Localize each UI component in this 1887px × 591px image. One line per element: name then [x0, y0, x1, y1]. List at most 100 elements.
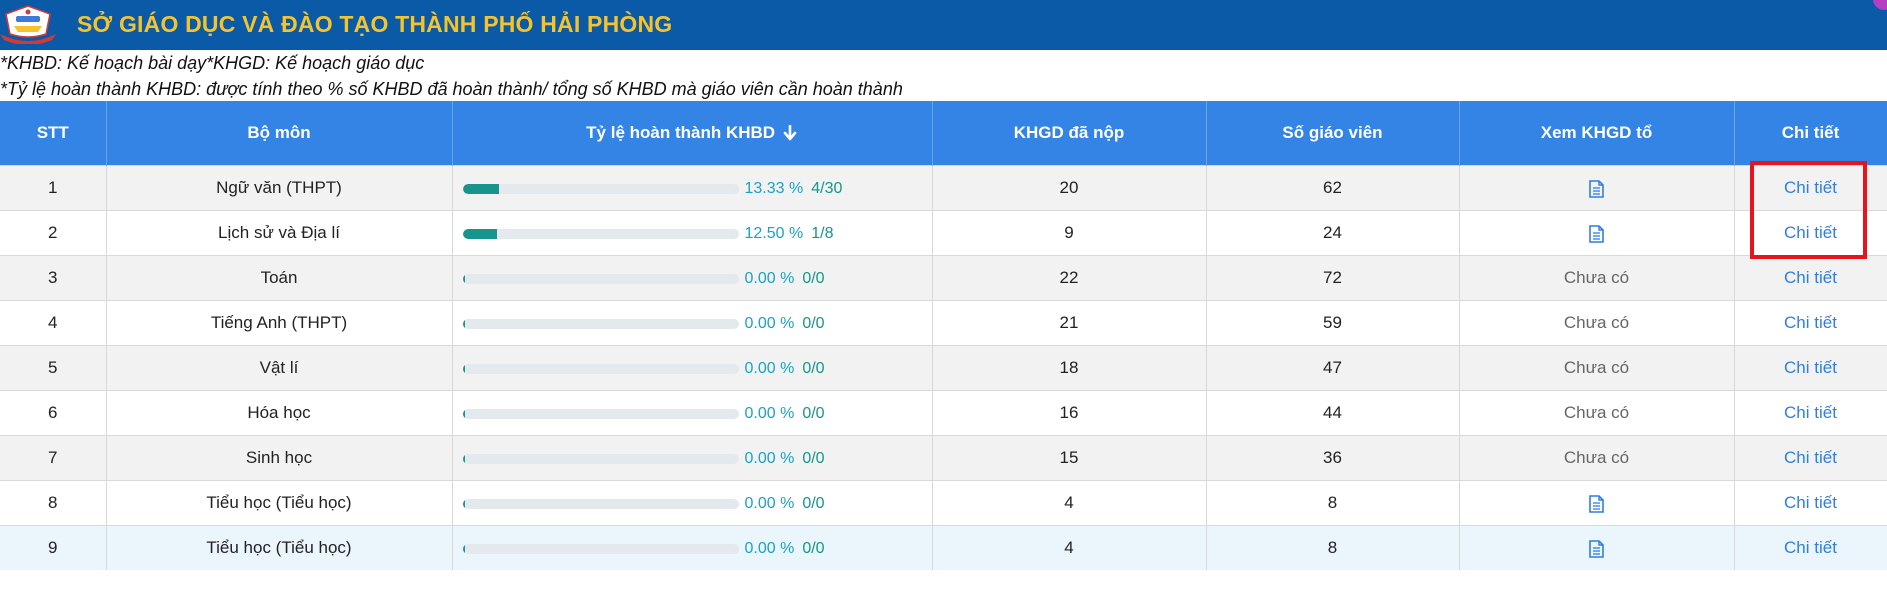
progress-bar-fill [462, 318, 466, 329]
cell-view-khgd: Chưa có [1459, 390, 1735, 436]
progress-bar-fill [462, 273, 466, 284]
cell-khgd-submitted: 20 [932, 165, 1207, 211]
cell-teachers: 47 [1206, 345, 1460, 391]
completion-percent: 0.00 % [744, 269, 795, 287]
progress-bar-fill [462, 228, 497, 239]
table-row: 3 Toán 0.00 % 0/0 22 72 Chưa có Chi tiết [0, 255, 1887, 301]
cell-subject: Ngữ văn (THPT) [106, 165, 453, 211]
cell-subject: Tiểu học (Tiểu học) [106, 480, 453, 526]
column-header-completion-rate[interactable]: Tỷ lệ hoàn thành KHBD [452, 101, 933, 166]
table-row: 6 Hóa học 0.00 % 0/0 16 44 Chưa có Chi tiết [0, 390, 1887, 436]
cell-teachers: 59 [1206, 300, 1460, 346]
document-icon[interactable] [1589, 494, 1604, 513]
cell-subject: Lịch sử và Địa lí [106, 210, 453, 256]
cell-detail: Chi tiết [1734, 345, 1887, 391]
table-row: 2 Lịch sử và Địa lí 12.50 % 1/8 9 24 Chi tiết [0, 210, 1887, 256]
cell-stt: 1 [0, 165, 107, 211]
table-row: 9 Tiểu học (Tiểu học) 0.00 % 0/0 4 8 Chi tiết [0, 525, 1887, 570]
cell-subject: Tiểu học (Tiểu học) [106, 525, 453, 570]
cell-subject: Hóa học [106, 390, 453, 436]
cell-subject: Sinh học [106, 435, 453, 481]
document-icon[interactable] [1589, 179, 1604, 198]
cell-view-khgd: Chưa có [1459, 345, 1735, 391]
view-khgd-empty: Chưa có [1563, 403, 1630, 422]
detail-link[interactable]: Chi tiết [1784, 358, 1837, 377]
cell-completion-rate: 0.00 % 0/0 [452, 300, 933, 346]
cell-view-khgd: Chưa có [1459, 300, 1735, 346]
progress-bar [462, 228, 739, 239]
progress-bar [462, 543, 739, 554]
completion-percent: 12.50 % [744, 224, 804, 242]
detail-link[interactable]: Chi tiết [1784, 313, 1837, 332]
cell-detail: Chi tiết [1734, 210, 1887, 256]
cell-view-khgd [1459, 480, 1735, 526]
page-title: SỞ GIÁO DỤC VÀ ĐÀO TẠO THÀNH PHỐ HẢI PHÒ… [77, 11, 673, 37]
progress-bar [462, 498, 739, 509]
table-row: 5 Vật lí 0.00 % 0/0 18 47 Chưa có Chi tiết [0, 345, 1887, 391]
cell-completion-rate: 12.50 % 1/8 [452, 210, 933, 256]
cell-completion-rate: 13.33 % 4/30 [452, 165, 933, 211]
completion-fraction: 0/0 [802, 359, 825, 377]
completion-fraction: 0/0 [802, 539, 825, 557]
cell-completion-rate: 0.00 % 0/0 [452, 390, 933, 436]
completion-fraction: 0/0 [802, 404, 825, 422]
table-row: 8 Tiểu học (Tiểu học) 0.00 % 0/0 4 8 Chi tiết [0, 480, 1887, 526]
cell-detail: Chi tiết [1734, 165, 1887, 211]
cell-teachers: 44 [1206, 390, 1460, 436]
table-row: 4 Tiếng Anh (THPT) 0.00 % 0/0 21 59 Chưa có Chi… [0, 300, 1887, 346]
table-row: 1 Ngữ văn (THPT) 13.33 % 4/30 20 62 Chi tiết [0, 165, 1887, 211]
cell-subject: Toán [106, 255, 453, 301]
user-avatar-icon[interactable] [1873, 0, 1887, 10]
completion-percent: 0.00 % [744, 539, 795, 557]
cell-detail: Chi tiết [1734, 480, 1887, 526]
cell-teachers: 36 [1206, 435, 1460, 481]
view-khgd-empty: Chưa có [1563, 268, 1630, 287]
progress-bar [462, 453, 739, 464]
cell-view-khgd [1459, 165, 1735, 211]
detail-link[interactable]: Chi tiết [1784, 223, 1837, 242]
cell-subject: Tiếng Anh (THPT) [106, 300, 453, 346]
completion-percent: 0.00 % [744, 449, 795, 467]
detail-link[interactable]: Chi tiết [1784, 448, 1837, 467]
cell-teachers: 62 [1206, 165, 1460, 211]
completion-percent: 0.00 % [744, 494, 795, 512]
cell-stt: 6 [0, 390, 107, 436]
detail-link[interactable]: Chi tiết [1784, 493, 1837, 512]
completion-fraction: 0/0 [802, 269, 825, 287]
detail-link[interactable]: Chi tiết [1784, 538, 1837, 557]
view-khgd-empty: Chưa có [1563, 313, 1630, 332]
cell-stt: 9 [0, 525, 107, 570]
arrow-down-icon[interactable] [782, 125, 798, 141]
cell-detail: Chi tiết [1734, 525, 1887, 570]
cell-completion-rate: 0.00 % 0/0 [452, 480, 933, 526]
school-emblem-icon [0, 5, 56, 44]
progress-bar-fill [462, 183, 500, 194]
cell-teachers: 8 [1206, 480, 1460, 526]
cell-detail: Chi tiết [1734, 390, 1887, 436]
cell-khgd-submitted: 4 [932, 480, 1207, 526]
progress-bar [462, 273, 739, 284]
column-header-khgd-submitted: KHGD đã nộp [932, 101, 1207, 166]
document-icon[interactable] [1589, 224, 1604, 243]
cell-teachers: 24 [1206, 210, 1460, 256]
progress-bar-fill [462, 363, 466, 374]
cell-khgd-submitted: 18 [932, 345, 1207, 391]
document-icon[interactable] [1589, 539, 1604, 558]
column-header-view-khgd: Xem KHGD tổ [1459, 101, 1735, 166]
column-header-completion-rate-label: Tỷ lệ hoàn thành KHBD [586, 123, 776, 142]
cell-detail: Chi tiết [1734, 435, 1887, 481]
detail-link[interactable]: Chi tiết [1784, 178, 1837, 197]
cell-khgd-submitted: 15 [932, 435, 1207, 481]
completion-percent: 0.00 % [744, 404, 795, 422]
cell-teachers: 72 [1206, 255, 1460, 301]
cell-completion-rate: 0.00 % 0/0 [452, 255, 933, 301]
detail-link[interactable]: Chi tiết [1784, 268, 1837, 287]
cell-view-khgd: Chưa có [1459, 435, 1735, 481]
completion-fraction: 0/0 [802, 449, 825, 467]
cell-khgd-submitted: 4 [932, 525, 1207, 570]
completion-percent: 13.33 % [744, 179, 804, 197]
cell-completion-rate: 0.00 % 0/0 [452, 345, 933, 391]
cell-khgd-submitted: 22 [932, 255, 1207, 301]
detail-link[interactable]: Chi tiết [1784, 403, 1837, 422]
column-header-subject: Bộ môn [106, 101, 453, 166]
